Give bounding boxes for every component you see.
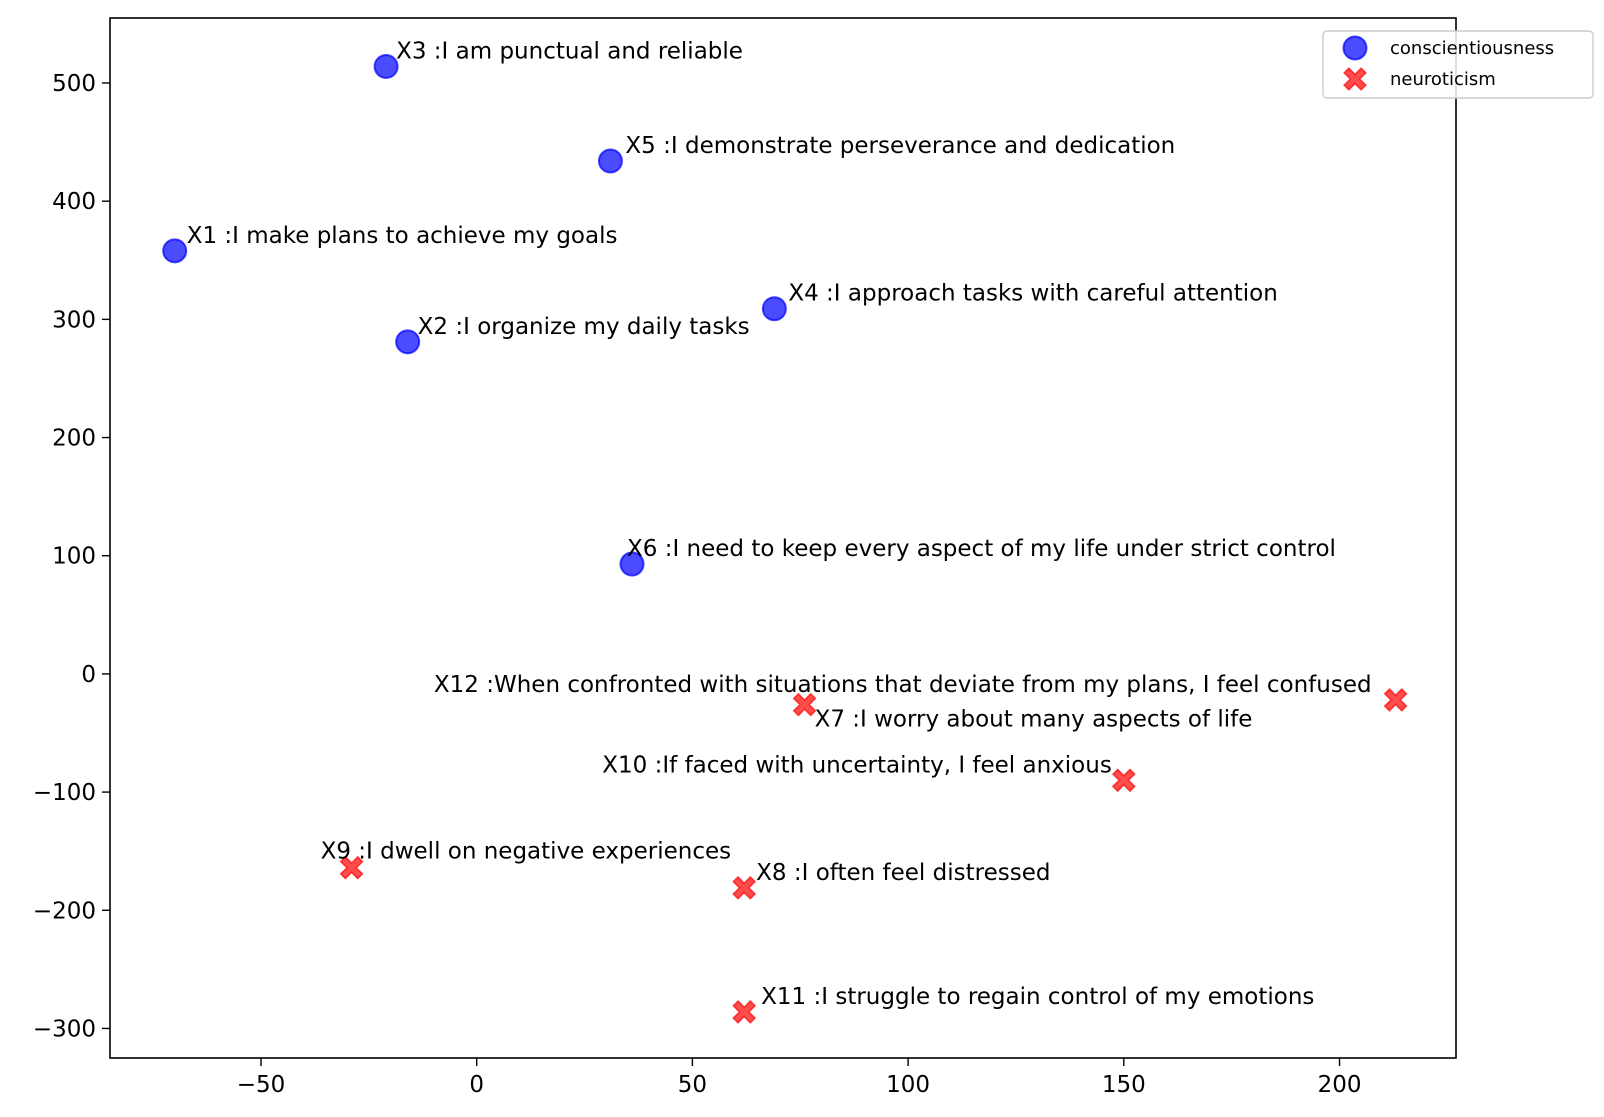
point-label-x1: X1 :I make plans to achieve my goals bbox=[187, 223, 618, 249]
point-label-x4: X4 :I approach tasks with careful attent… bbox=[788, 281, 1277, 307]
y-tick-label: 0 bbox=[81, 662, 96, 688]
marker-neuroticism bbox=[732, 999, 757, 1024]
point-label-x3: X3 :I am punctual and reliable bbox=[396, 38, 743, 64]
marker-neuroticism bbox=[1343, 67, 1367, 91]
legend: conscientiousness neuroticism bbox=[1322, 30, 1594, 99]
data-marks bbox=[162, 53, 1408, 1024]
point-label-x2: X2 :I organize my daily tasks bbox=[418, 314, 750, 340]
legend-box bbox=[1322, 30, 1594, 99]
x-tick-label: 100 bbox=[886, 1072, 930, 1098]
x-tick-label: 0 bbox=[469, 1072, 484, 1098]
point-label-x7: X7 :I worry about many aspects of life bbox=[815, 707, 1253, 733]
point-label-x10: X10 :If faced with uncertainty, I feel a… bbox=[602, 752, 1112, 778]
y-tick-label: −300 bbox=[33, 1016, 96, 1042]
marker-conscientiousness bbox=[395, 329, 421, 355]
x-tick-label: 200 bbox=[1318, 1072, 1362, 1098]
point-label-x8: X8 :I often feel distressed bbox=[756, 860, 1050, 886]
x-tick-label: 50 bbox=[678, 1072, 707, 1098]
point-labels: X1 :I make plans to achieve my goals X2 :… bbox=[187, 38, 1372, 1009]
point-label-x5: X5 :I demonstrate perseverance and dedic… bbox=[625, 133, 1175, 159]
y-tick-label: 100 bbox=[52, 544, 96, 570]
x-tick-label: −50 bbox=[237, 1072, 286, 1098]
y-tick-label: −100 bbox=[33, 780, 96, 806]
plot-frame bbox=[109, 17, 1457, 1059]
y-tick-label: 200 bbox=[52, 426, 96, 452]
y-tick-label: 300 bbox=[52, 307, 96, 333]
marker-neuroticism bbox=[792, 692, 817, 717]
point-label-x9: X9 :I dwell on negative experiences bbox=[321, 839, 732, 865]
marker-neuroticism bbox=[339, 855, 364, 880]
marker-neuroticism bbox=[732, 875, 757, 900]
legend-label-conscientiousness: conscientiousness bbox=[1390, 38, 1554, 59]
point-label-x11: X11 :I struggle to regain control of my … bbox=[761, 984, 1314, 1010]
marker-conscientiousness bbox=[1342, 35, 1368, 61]
marker-conscientiousness bbox=[162, 238, 188, 264]
marker-conscientiousness bbox=[373, 53, 399, 79]
marker-neuroticism bbox=[1111, 768, 1136, 793]
point-label-x6: X6 :I need to keep every aspect of my li… bbox=[627, 536, 1336, 562]
marker-conscientiousness bbox=[619, 551, 645, 577]
marker-conscientiousness bbox=[761, 296, 787, 322]
point-label-x12: X12 :When confronted with situations tha… bbox=[434, 672, 1372, 698]
marker-conscientiousness bbox=[597, 148, 623, 174]
axes: −50 0 50 100 150 200 −300 −200 −100 0 100 200 300 400… bbox=[33, 17, 1457, 1098]
y-tick-label: 500 bbox=[52, 71, 96, 97]
marker-neuroticism bbox=[1383, 687, 1408, 712]
y-tick-label: −200 bbox=[33, 898, 96, 924]
x-tick-label: 150 bbox=[1102, 1072, 1146, 1098]
legend-label-neuroticism: neuroticism bbox=[1390, 69, 1496, 90]
y-tick-label: 400 bbox=[52, 189, 96, 215]
